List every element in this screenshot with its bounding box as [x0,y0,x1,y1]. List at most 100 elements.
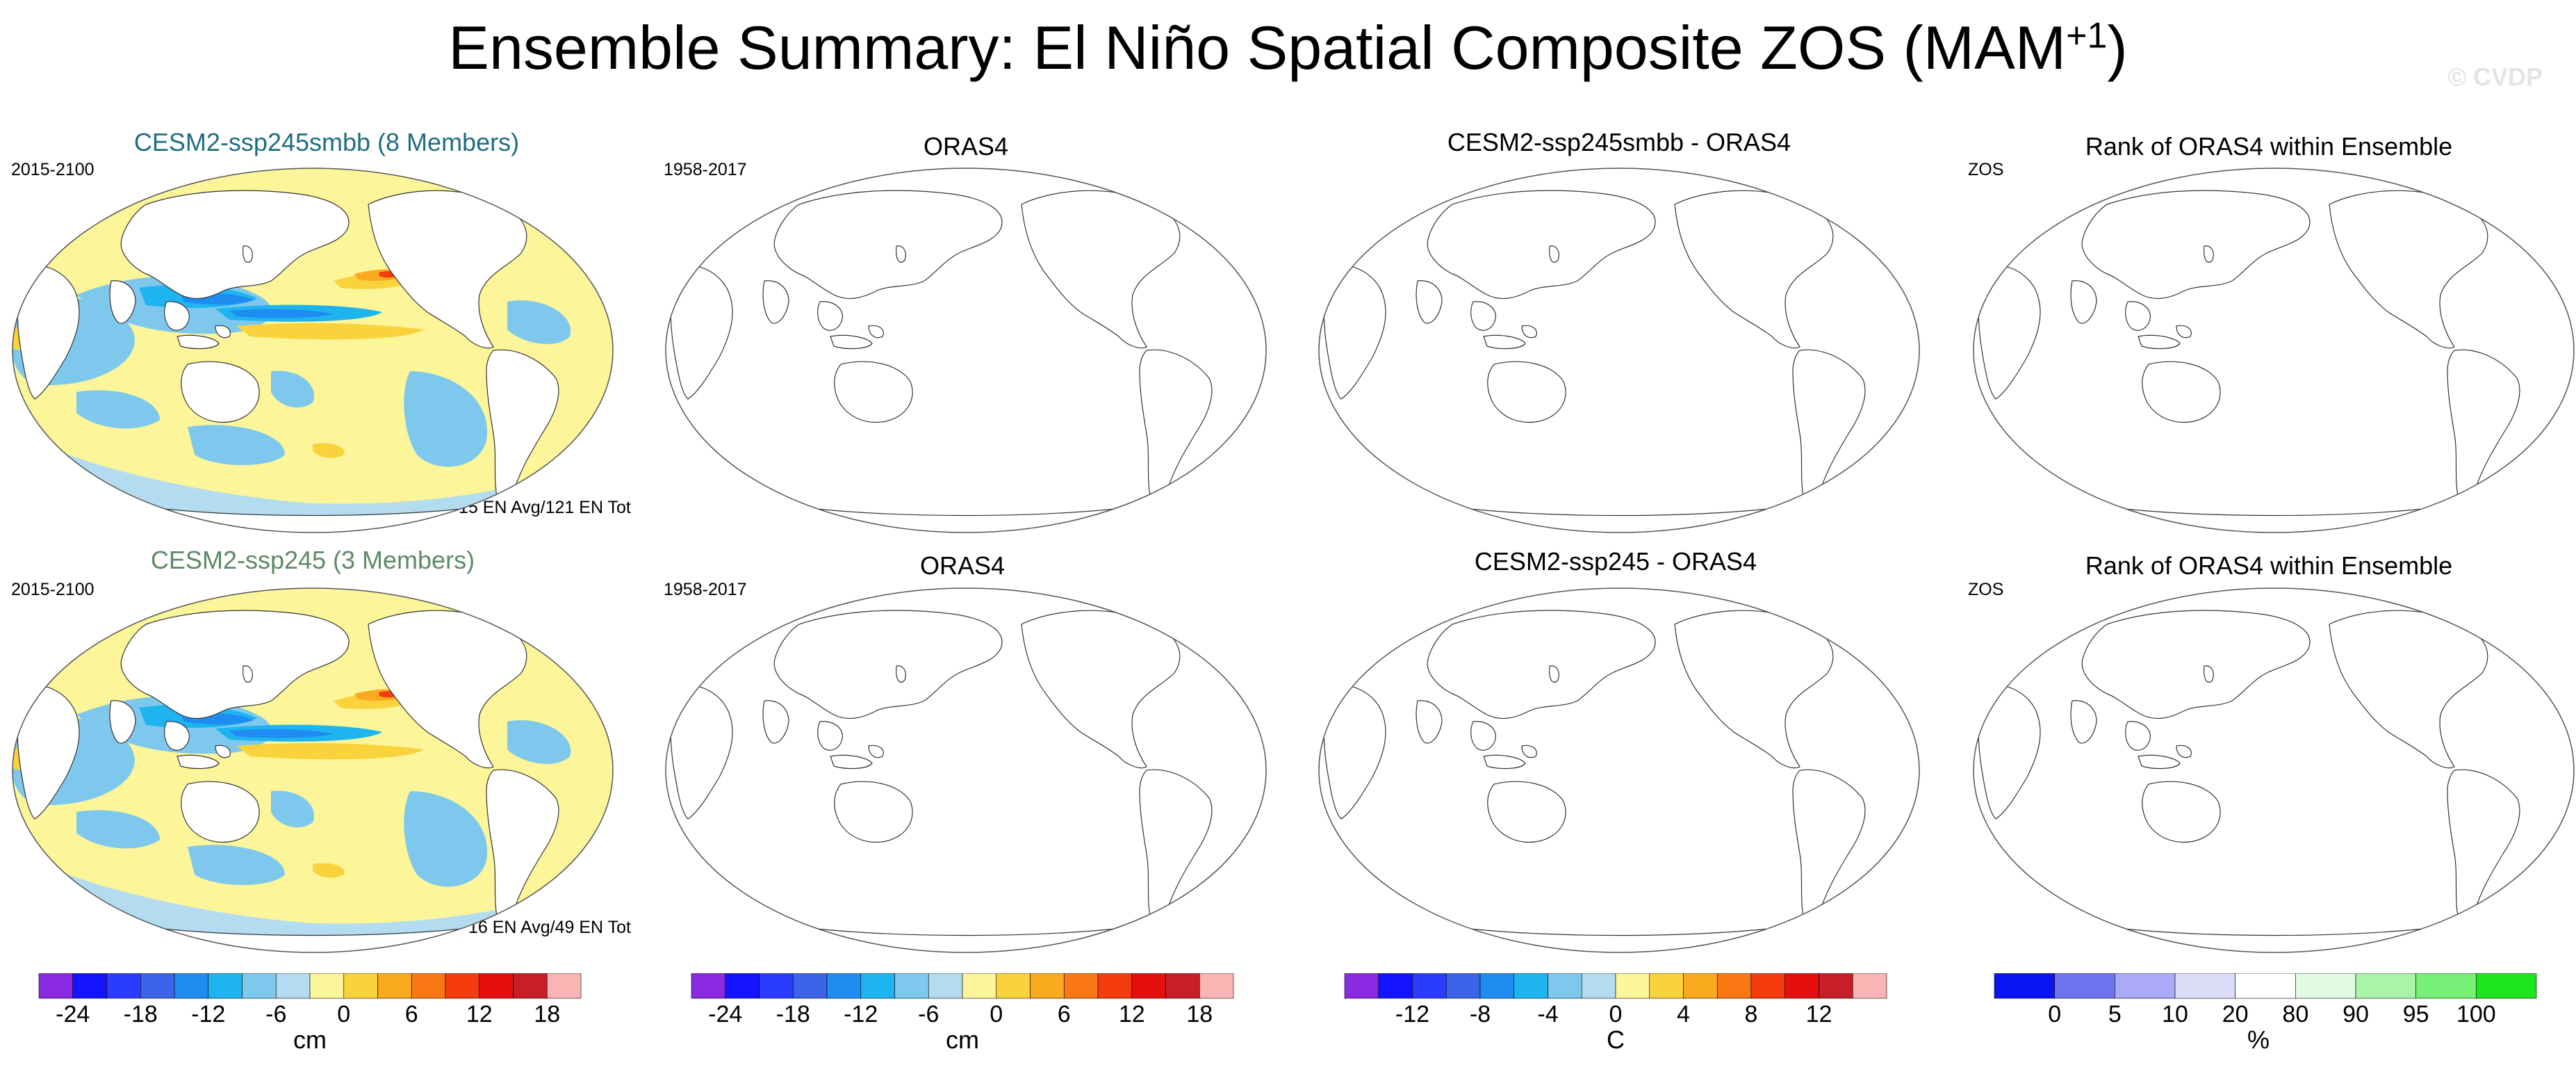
anomaly-region-12 [404,791,488,887]
ensemble-note-row2: 16 EN Avg/49 EN Tot [468,918,631,937]
obs-years-row1: 1958-2017 [664,160,747,179]
colorbar-0-tick-4: 0 [337,1001,350,1028]
anomaly-region-14 [313,863,345,878]
anomaly-region-5 [229,309,334,318]
colorbar-3-swatch-2 [2115,973,2176,999]
land-australia [2142,361,2221,423]
colorbar-3-swatch-7 [2415,973,2477,999]
main-title: Ensemble Summary: El Niño Spatial Compos… [448,13,2128,82]
rank-label-row1: ZOS [1968,160,2004,179]
colorbar-2-tick-6: 12 [1806,1001,1832,1028]
obs-title-row2: ORAS4 [919,551,1006,580]
colorbar-2-swatch-12 [1750,973,1786,999]
anomaly-region-7 [236,323,424,340]
anomaly-region-15 [507,720,571,764]
colorbar-3-tick-5: 90 [2343,1001,2369,1028]
land-northAmerica [1674,190,1834,349]
land-japan [2204,665,2214,683]
colorbar-2-swatch-13 [1785,973,1819,999]
colorbar-3-swatch-5 [2295,973,2356,999]
land-northAmerica [1674,610,1834,769]
land-india [1416,280,1443,324]
map-0-1 [665,168,1267,533]
anomaly-region-12 [404,371,488,467]
land-indonesia1 [1483,754,1526,770]
land-seAsia [1470,721,1496,751]
land-greenland [2495,607,2553,656]
land-australia [834,361,913,423]
land-australia [1487,361,1566,423]
anomaly-region-7 [236,742,424,760]
land-eurasia [773,610,1003,719]
colorbar-1-tick-5: 6 [1058,1001,1071,1028]
land-indonesia2 [215,745,231,758]
land-eurasia [120,610,350,719]
colorbar-1-swatch-15 [1199,973,1234,999]
colorbar-2-unit: C [1607,1025,1625,1054]
map-1-0 [12,587,614,953]
land-eurasia [1427,190,1656,299]
colorbar-3-tick-1: 5 [2108,1001,2122,1028]
colorbar-2-swatch-7 [1581,973,1616,999]
anomaly-region-13 [271,371,314,408]
colorbar-0-swatch-3 [140,973,175,999]
land-africa [670,684,733,820]
anomaly-region-14 [313,443,345,458]
land-indonesia1 [830,334,873,350]
land-indonesia1 [177,334,220,350]
land-greenland [534,607,592,656]
ensemble-years-row2: 2015-2100 [11,580,95,599]
colorbar-0-swatch-4 [174,973,209,999]
land-indonesia2 [2176,325,2192,339]
colorbar-0-swatch-10 [377,973,412,999]
colorbar-3-unit: % [2247,1025,2270,1054]
colorbar-0-swatch-14 [513,973,548,999]
land-india [2070,280,2097,324]
colorbar-0-swatch-2 [106,973,141,999]
colorbar-2-swatch-6 [1548,973,1582,999]
land-indonesia1 [1483,334,1526,350]
land-africa [1323,264,1386,400]
land-indonesia1 [2138,754,2181,770]
colorbar-1-tick-0: -24 [708,1001,742,1028]
land-indonesia1 [177,754,220,770]
land-northAmerica [2329,610,2488,769]
land-indonesia1 [830,754,873,770]
anomaly-region-16 [188,425,285,465]
land-greenland [1841,607,1898,656]
colorbar-2-swatch-9 [1649,973,1684,999]
colorbar-1-swatch-4 [826,973,862,999]
obs-title-row1: ORAS4 [923,132,1009,161]
colorbar-3-swatch-8 [2476,973,2537,999]
map-0-0 [12,168,614,533]
land-australia [181,781,260,843]
colorbar-0-tick-5: 6 [405,1001,418,1028]
colorbar-0-swatch-5 [208,973,243,999]
colorbar-1-swatch-9 [996,973,1031,999]
ensemble-years-row1: 2015-2100 [11,160,95,179]
colorbar-3-swatch-4 [2235,973,2296,999]
colorbar-2-swatch-15 [1852,973,1887,999]
colorbar-0-swatch-8 [309,973,345,999]
map-1-3 [1973,587,2575,953]
land-japan [1549,665,1559,683]
colorbar-0-tick-6: 12 [466,1001,493,1028]
land-antarcticaBand [2023,489,2525,533]
land-africa [17,684,80,820]
land-antarcticaBand [715,489,1217,533]
land-eurasia [120,190,350,299]
land-africa [1978,684,2041,820]
colorbar-0-swatch-0 [38,973,74,999]
colorbar-0: -24-18-12-606121824cm [38,973,602,1054]
colorbar-2-swatch-1 [1378,973,1413,999]
land-indonesia2 [1521,745,1537,758]
colorbar-3-swatch-6 [2355,973,2416,999]
land-greenland [1188,187,1245,236]
land-northAmerica [1021,610,1181,769]
land-antarcticaBand [2023,909,2525,952]
map-border [1318,587,1920,953]
land-japan [896,665,906,683]
land-india [1416,700,1443,744]
colorbar-1-swatch-1 [725,973,760,999]
land-northAmerica [2329,190,2488,349]
